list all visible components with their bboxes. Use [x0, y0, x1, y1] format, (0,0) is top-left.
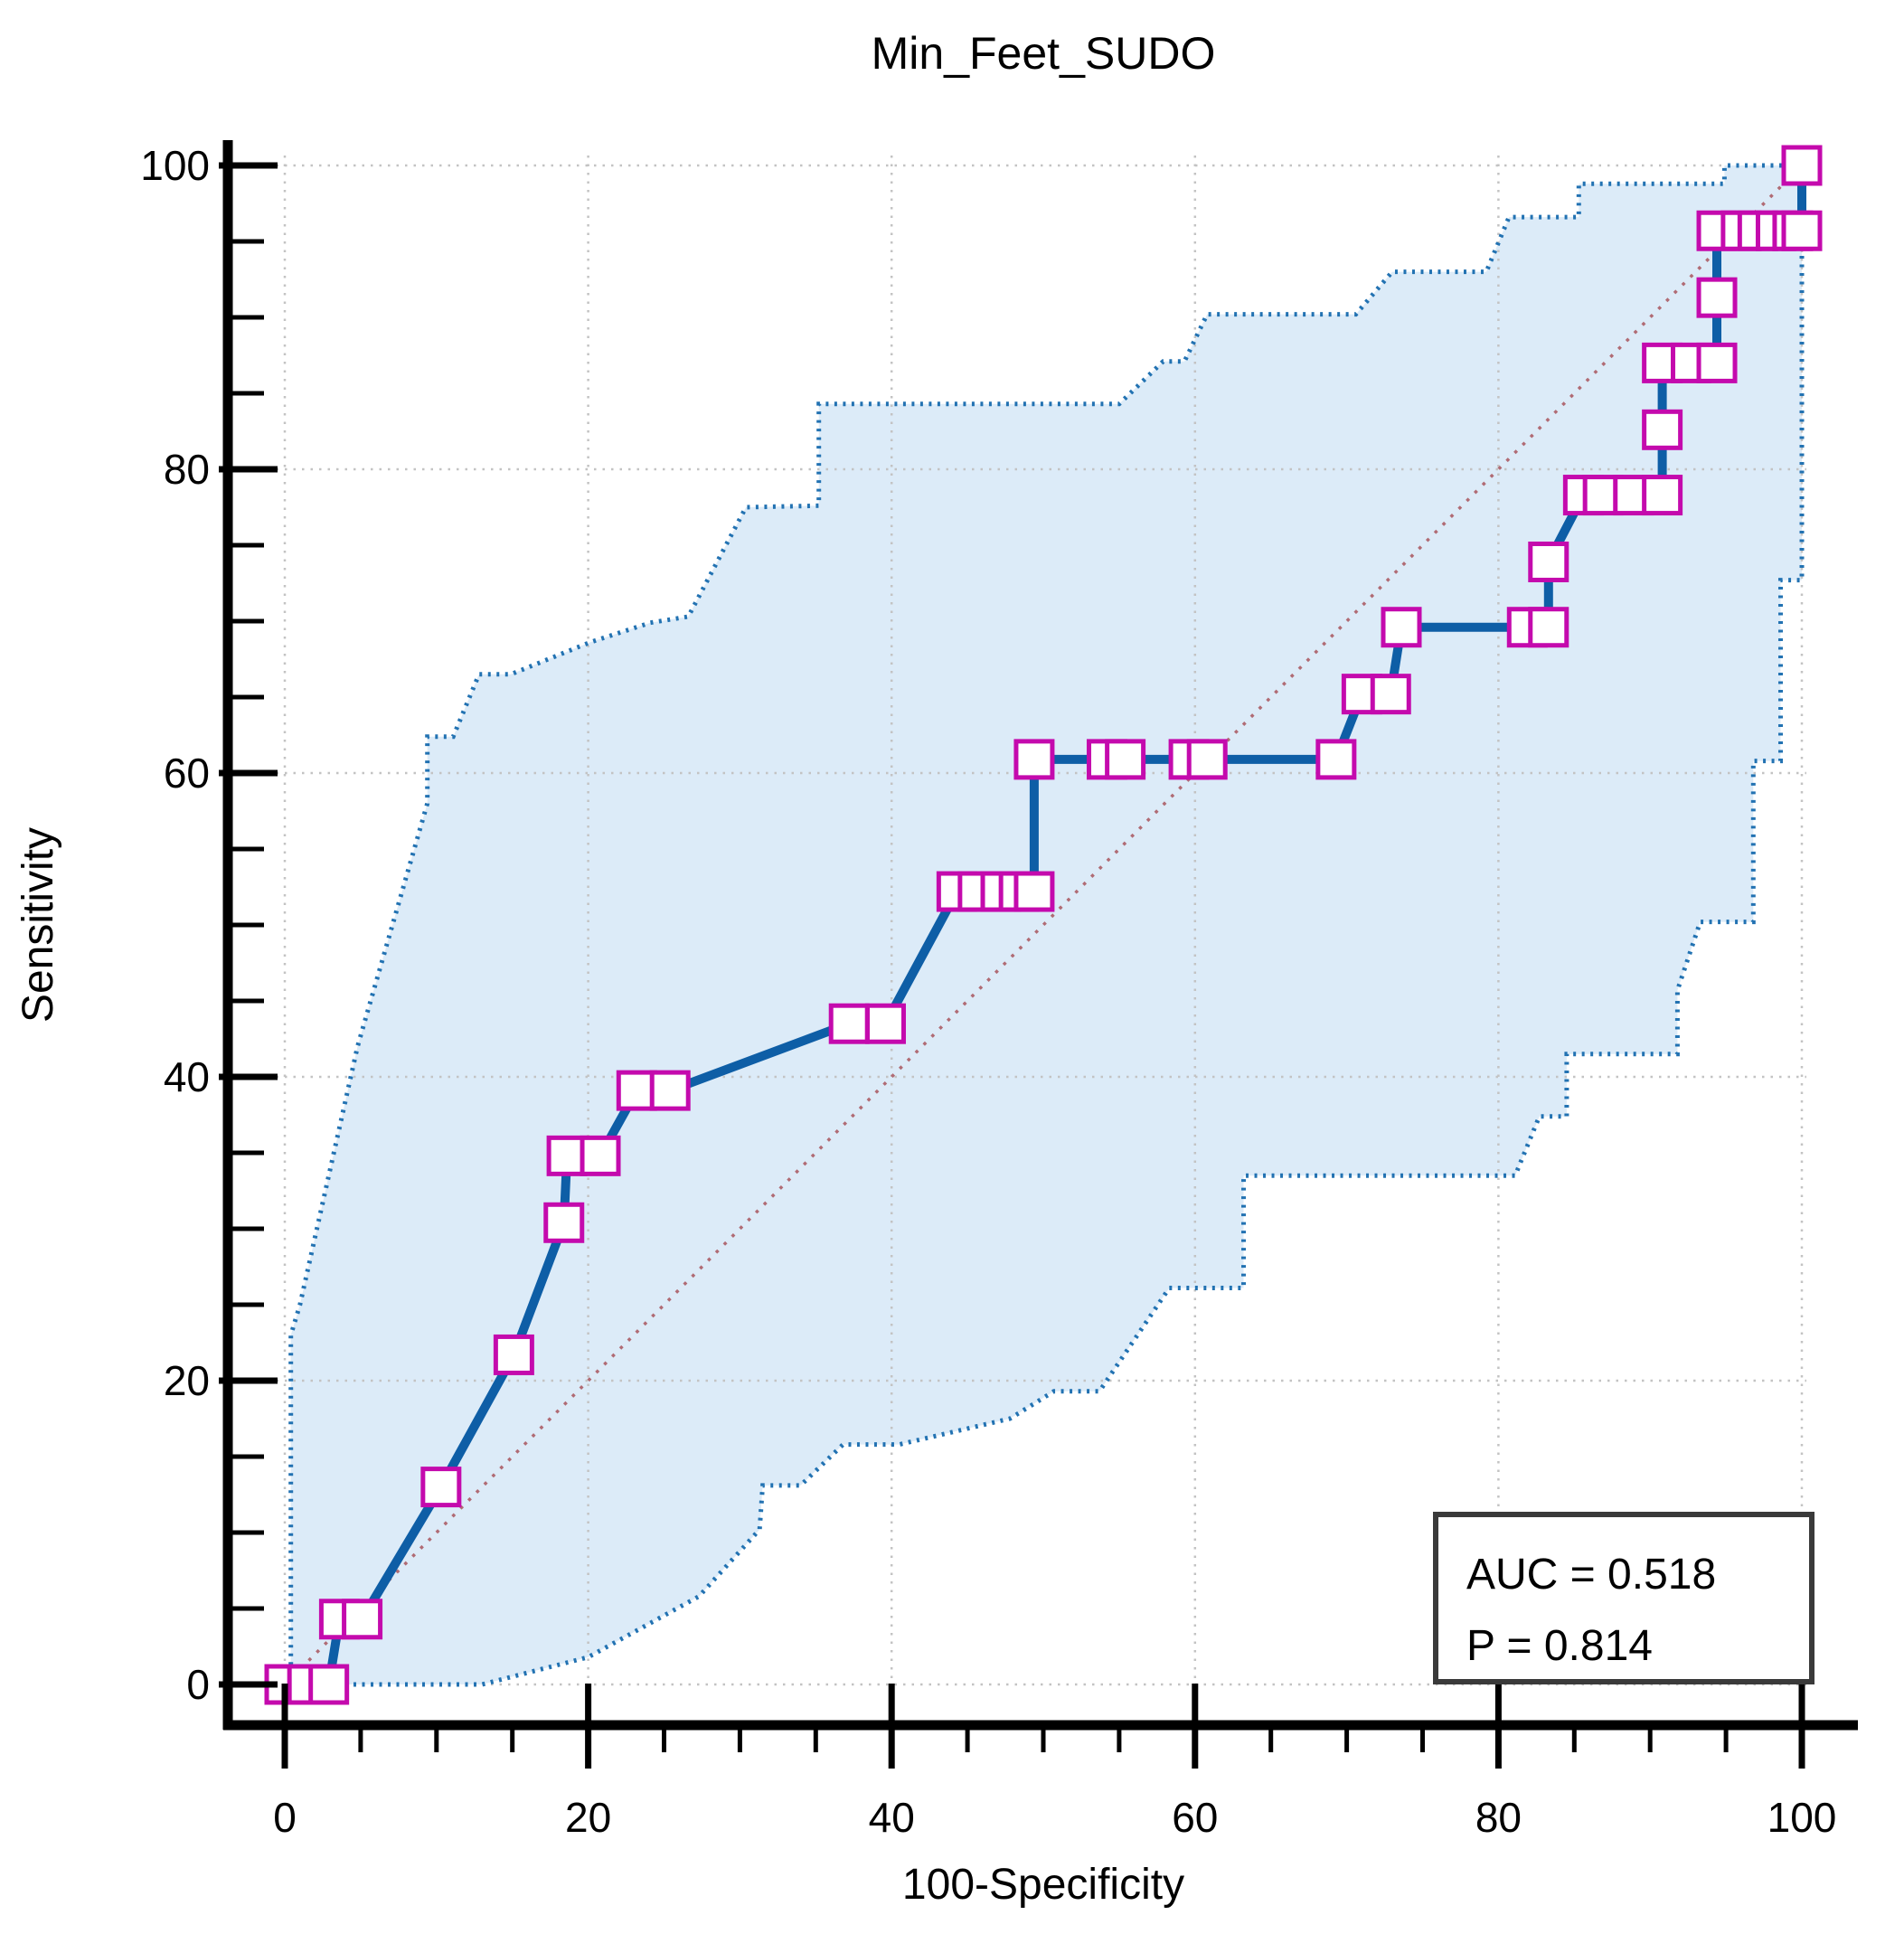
- x-tick-label: 80: [1475, 1794, 1522, 1841]
- roc-marker: [420, 1467, 462, 1508]
- roc-marker: [1013, 871, 1055, 912]
- ci-lower-bound-line: [285, 165, 1805, 1687]
- roc-marker: [1528, 607, 1569, 648]
- ci-upper-bound-line: [285, 163, 1802, 1687]
- roc-marker: [1315, 739, 1357, 780]
- x-axis-title: 100-Specificity: [902, 1861, 1184, 1909]
- roc-marker: [1381, 607, 1422, 648]
- auc-value-text: AUC = 0.518: [1466, 1551, 1716, 1599]
- roc-marker: [864, 1003, 906, 1044]
- roc-marker: [308, 1664, 350, 1705]
- confidence-bound-lines-layer: [285, 163, 1805, 1687]
- roc-marker: [1186, 739, 1228, 780]
- roc-marker: [1642, 475, 1683, 516]
- p-value-text: P = 0.814: [1466, 1622, 1653, 1670]
- x-tick-label: 100: [1767, 1794, 1837, 1841]
- y-axis-title: Sensitivity: [14, 827, 62, 1023]
- roc-marker: [1696, 342, 1738, 383]
- roc-marker: [493, 1334, 534, 1375]
- x-tick-label: 20: [565, 1794, 611, 1841]
- chart-title: Min_Feet_SUDO: [872, 28, 1216, 79]
- y-tick-label: 80: [164, 446, 210, 493]
- roc-marker: [1105, 739, 1146, 780]
- roc-marker: [828, 1003, 870, 1044]
- roc-marker-layer: [264, 145, 1823, 1705]
- axes-layer: [219, 140, 1858, 1769]
- auc-annotation-box: AUC = 0.518 P = 0.814: [1433, 1512, 1814, 1684]
- x-tick-label: 40: [869, 1794, 915, 1841]
- x-tick-label: 60: [1172, 1794, 1218, 1841]
- roc-marker: [342, 1599, 383, 1640]
- roc-marker: [546, 1135, 588, 1176]
- confidence-band-layer: [285, 165, 1802, 1684]
- roc-marker: [616, 1070, 657, 1111]
- tick-label-layer: 0 20 40 60 80 100 0 20 40 60 80 100: [140, 142, 1836, 1841]
- confidence-band-fill: [285, 165, 1802, 1684]
- roc-marker: [1013, 739, 1055, 780]
- roc-marker: [1370, 674, 1411, 715]
- y-tick-label: 60: [164, 750, 210, 797]
- y-tick-label: 20: [164, 1357, 210, 1404]
- roc-marker: [1642, 409, 1683, 450]
- roc-marker: [1528, 541, 1569, 582]
- auc-annotation-border: [1433, 1512, 1814, 1684]
- y-tick-label: 0: [186, 1661, 210, 1708]
- x-tick-label: 0: [273, 1794, 297, 1841]
- roc-marker: [580, 1135, 621, 1176]
- gridline-layer: [233, 156, 1806, 1722]
- roc-marker: [1781, 210, 1823, 251]
- y-tick-label: 40: [164, 1053, 210, 1100]
- roc-marker: [1696, 277, 1738, 318]
- roc-marker: [1781, 145, 1823, 186]
- roc-marker: [649, 1070, 691, 1111]
- roc-marker: [543, 1202, 585, 1243]
- y-tick-label: 100: [140, 142, 210, 189]
